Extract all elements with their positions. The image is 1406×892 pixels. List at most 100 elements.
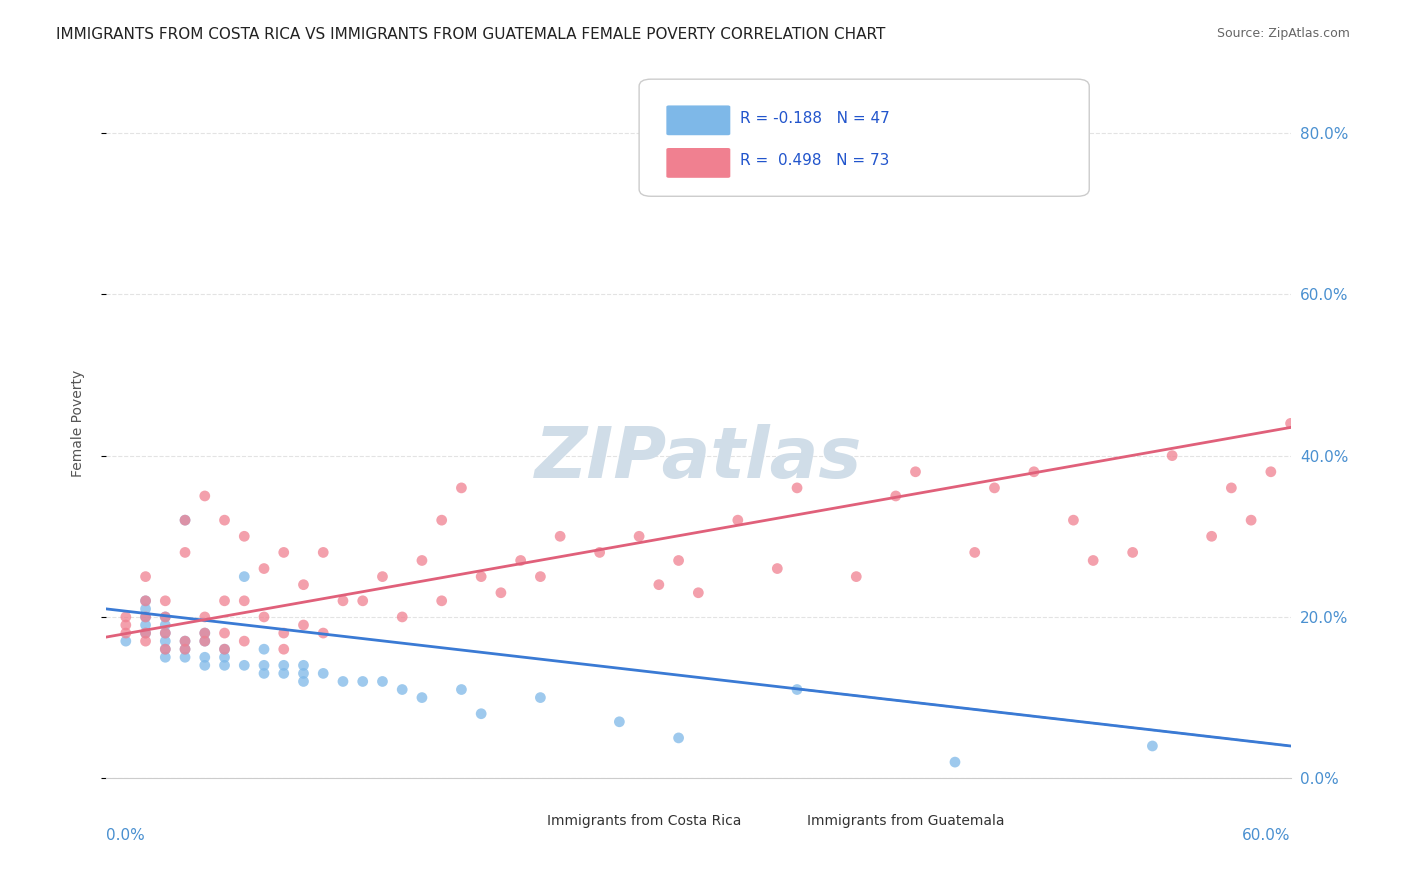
Point [214,642,236,657]
Point [214,658,236,673]
Point [1142,739,1164,753]
Point [332,674,354,689]
Point [155,618,177,632]
FancyBboxPatch shape [640,79,1090,196]
Point [1201,529,1223,543]
Point [155,642,177,657]
Point [155,610,177,624]
Y-axis label: Female Poverty: Female Poverty [72,370,86,477]
Point [135,610,157,624]
Point [1022,465,1045,479]
Text: Immigrants from Costa Rica: Immigrants from Costa Rica [547,814,741,828]
Point [509,553,531,567]
Point [470,569,492,583]
Point [233,634,256,648]
Text: ZIPatlas: ZIPatlas [534,425,862,493]
Point [273,642,295,657]
Point [648,577,671,591]
Point [194,610,217,624]
Point [135,618,157,632]
Point [253,642,276,657]
Point [273,658,295,673]
Point [233,569,256,583]
Point [174,634,197,648]
Point [786,481,808,495]
Point [983,481,1005,495]
Point [1279,417,1302,431]
Point [352,594,374,608]
Point [529,690,551,705]
Point [1240,513,1263,527]
Point [174,545,197,559]
Point [194,658,217,673]
Point [155,610,177,624]
Point [135,626,157,640]
Point [529,569,551,583]
Point [1161,449,1184,463]
Point [194,634,217,648]
Point [292,658,315,673]
Point [135,594,157,608]
Point [332,594,354,608]
Point [470,706,492,721]
Point [174,642,197,657]
Point [1260,465,1282,479]
Point [253,658,276,673]
Point [194,634,217,648]
Point [668,553,690,567]
Point [214,513,236,527]
Point [1083,553,1105,567]
Point [273,545,295,559]
Point [628,529,651,543]
Point [194,626,217,640]
Point [963,545,986,559]
Point [174,650,197,665]
Point [352,674,374,689]
Point [155,634,177,648]
Text: 60.0%: 60.0% [1241,828,1291,843]
Point [371,674,394,689]
Point [273,666,295,681]
Point [450,682,472,697]
Text: R =  0.498   N = 73: R = 0.498 N = 73 [740,153,889,169]
Point [253,561,276,575]
Point [1299,223,1322,237]
Point [194,489,217,503]
Point [233,594,256,608]
Point [194,650,217,665]
Point [943,755,966,769]
Point [312,666,335,681]
Point [135,594,157,608]
Point [292,577,315,591]
Point [548,529,571,543]
Point [135,610,157,624]
Point [174,642,197,657]
FancyBboxPatch shape [773,810,804,830]
Point [1122,545,1144,559]
Point [411,553,433,567]
Point [155,594,177,608]
Text: R = -0.188   N = 47: R = -0.188 N = 47 [740,111,890,126]
Point [1220,481,1243,495]
Text: 0.0%: 0.0% [105,828,145,843]
Point [884,489,907,503]
Point [786,682,808,697]
Point [174,634,197,648]
FancyBboxPatch shape [512,810,543,830]
Point [273,626,295,640]
Point [371,569,394,583]
Text: Source: ZipAtlas.com: Source: ZipAtlas.com [1216,27,1350,40]
Point [292,674,315,689]
Point [233,529,256,543]
Point [214,594,236,608]
Point [312,545,335,559]
Point [233,658,256,673]
Point [450,481,472,495]
Point [904,465,927,479]
Text: Immigrants from Guatemala: Immigrants from Guatemala [807,814,1005,828]
Point [174,513,197,527]
Point [155,626,177,640]
Point [155,650,177,665]
Point [155,642,177,657]
Point [114,634,136,648]
